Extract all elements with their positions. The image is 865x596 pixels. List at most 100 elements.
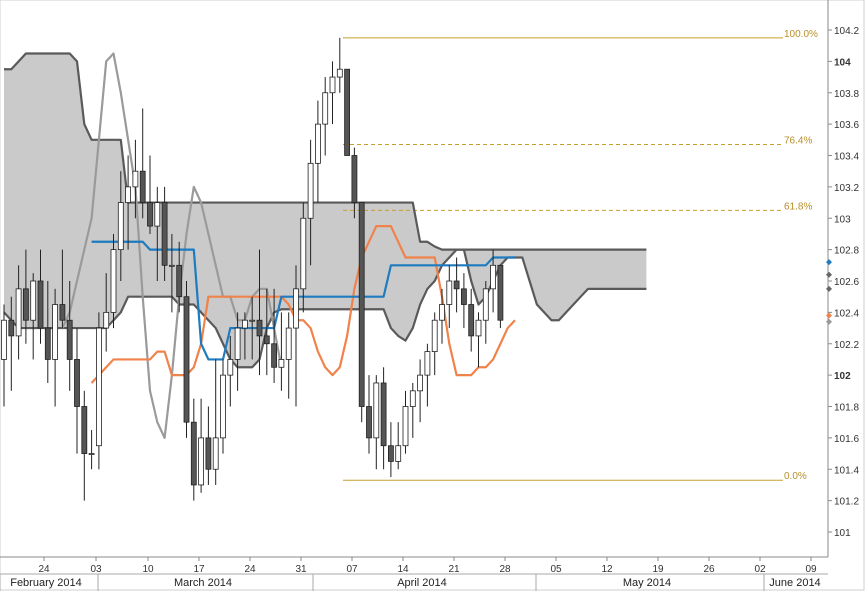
- candle-body-up: [402, 406, 409, 447]
- last-value-marker: [826, 312, 832, 319]
- candle-body-up: [212, 437, 219, 470]
- x-tick-label: 19: [652, 564, 664, 575]
- candle-body-up: [300, 217, 307, 290]
- candle-body-up: [96, 327, 102, 447]
- x-tick-label: 12: [601, 564, 613, 575]
- candle-body-down: [66, 319, 73, 360]
- candle-body-down: [271, 343, 278, 368]
- y-tick-label: 101.2: [834, 497, 859, 508]
- candle-body-down: [460, 288, 467, 305]
- candle-body-down: [380, 382, 387, 447]
- candle-body-down: [263, 335, 270, 345]
- x-tick-label: 07: [346, 564, 358, 575]
- candle-body-up: [329, 76, 336, 94]
- candle-body-up: [314, 123, 321, 164]
- candle-body-up: [30, 280, 37, 321]
- candle-body-down: [44, 327, 51, 360]
- candle-body-up: [278, 359, 285, 368]
- fibonacci-layer: 100.0% 76.4% 61.8% 0.0%: [343, 29, 818, 482]
- candle-body-up: [373, 382, 380, 439]
- candle-body-up: [241, 319, 248, 329]
- y-tick-label: 103.8: [834, 89, 859, 100]
- candle-body-up: [249, 319, 256, 322]
- y-tick-label: 103: [834, 214, 851, 225]
- candle-body-up: [234, 327, 241, 360]
- candle-body-down: [37, 280, 44, 329]
- candles-layer: [1, 37, 504, 501]
- candle-body-up: [307, 162, 314, 219]
- y-tick-label: 102: [834, 371, 851, 382]
- candle-body-down: [59, 304, 66, 321]
- candle-body-down: [256, 319, 263, 337]
- fib-level-label: 61.8%: [784, 201, 812, 212]
- last-value-marker: [826, 285, 832, 292]
- candle-body-up: [227, 359, 234, 376]
- x-tick-label: 03: [90, 564, 102, 575]
- x-tick-label: 26: [703, 564, 715, 575]
- y-tick-label: 104: [834, 57, 851, 68]
- candle-body-up: [439, 304, 445, 321]
- candle-body-down: [190, 421, 197, 486]
- candle-body-down: [351, 155, 358, 203]
- month-label: February 2014: [10, 577, 82, 589]
- month-label: June 2014: [769, 577, 820, 589]
- candle-body-up: [431, 319, 438, 352]
- y-tick-label: 103.2: [834, 183, 859, 194]
- y-tick-label: 101.8: [834, 403, 859, 414]
- candle-body-up: [15, 288, 22, 337]
- candle-body-up: [446, 280, 453, 305]
- candle-body-up: [409, 390, 416, 407]
- x-tick-label: 17: [193, 564, 205, 575]
- y-tick-label: 101.4: [834, 465, 859, 476]
- candle-body-down: [205, 437, 212, 470]
- candle-body-down: [387, 445, 394, 462]
- candle-body-up: [52, 304, 58, 360]
- x-tick-label: 31: [295, 564, 307, 575]
- candle-body-down: [358, 202, 365, 407]
- y-tick-label: 103.6: [834, 120, 859, 131]
- candle-body-up: [285, 327, 292, 360]
- candle-body-up: [132, 170, 139, 188]
- candle-body-up: [395, 445, 402, 462]
- candle-body-up: [154, 202, 161, 227]
- candle-body-down: [139, 170, 146, 203]
- candle-body-down: [366, 406, 372, 439]
- fib-level-label: 76.4%: [784, 136, 812, 147]
- month-label: May 2014: [623, 577, 671, 589]
- candle-body-up: [220, 374, 226, 439]
- x-tick-label: 09: [805, 564, 817, 575]
- candle-body-up: [125, 186, 131, 203]
- candle-body-down: [453, 280, 460, 290]
- candle-body-up: [168, 264, 175, 267]
- candle-body-down: [344, 68, 351, 156]
- senkou-b-line: [4, 52, 647, 251]
- x-tick-label: 24: [38, 564, 50, 575]
- candle-body-down: [161, 202, 168, 266]
- candle-body-down: [74, 359, 80, 407]
- candle-body-up: [117, 202, 124, 251]
- y-tick-label: 102.8: [834, 246, 859, 257]
- y-tick-label: 101: [834, 528, 851, 539]
- x-tick-label: 05: [550, 564, 562, 575]
- fib-level-label: 0.0%: [784, 471, 807, 482]
- candle-body-down: [176, 264, 183, 298]
- candle-body-down: [81, 406, 88, 454]
- candle-body-up: [322, 92, 329, 125]
- x-tick-label: 02: [754, 564, 766, 575]
- y-tick-label: 102.4: [834, 308, 859, 319]
- candle-body-up: [417, 374, 424, 392]
- fib-level-label: 100.0%: [784, 29, 818, 40]
- candle-body-up: [88, 453, 95, 455]
- x-tick-label: 28: [499, 564, 511, 575]
- candle-body-up: [198, 437, 205, 486]
- y-tick-label: 104.2: [834, 26, 859, 37]
- month-label: April 2014: [397, 577, 447, 589]
- x-tick-label: 10: [142, 564, 154, 575]
- last-value-marker: [826, 271, 832, 278]
- month-label: March 2014: [174, 577, 232, 589]
- y-tick-label: 101.6: [834, 434, 859, 445]
